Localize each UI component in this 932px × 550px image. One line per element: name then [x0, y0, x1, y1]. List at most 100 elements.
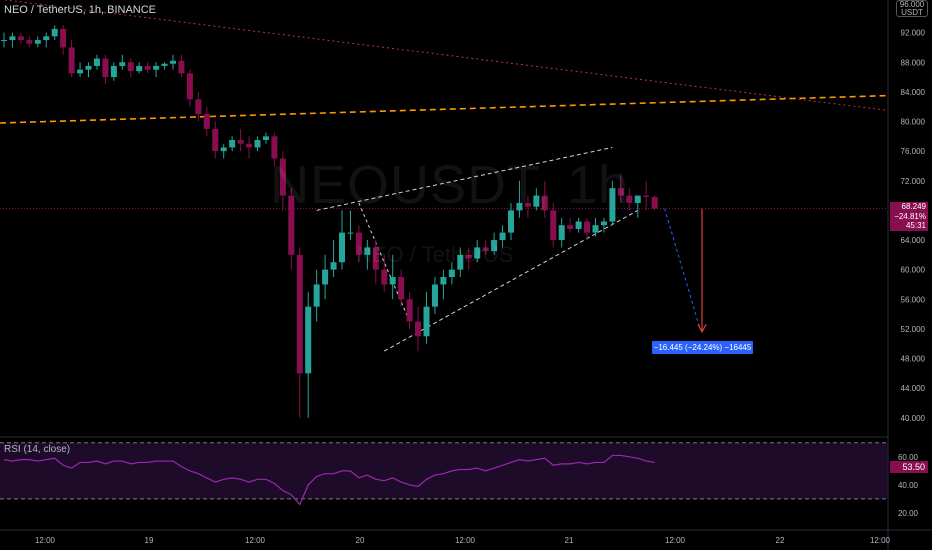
candle-body: [127, 62, 134, 72]
candle-body: [634, 195, 641, 203]
candle-body: [322, 269, 329, 285]
time-tick: 20: [356, 536, 365, 545]
candle-body: [347, 232, 354, 234]
candle-body: [93, 58, 100, 66]
time-tick: 12:00: [665, 536, 686, 545]
price-tick: 48.000: [901, 355, 926, 364]
price-tick: 64.000: [901, 236, 926, 245]
wedge-upper-line: [316, 146, 613, 211]
candle-body: [457, 254, 464, 270]
candle-body: [381, 269, 388, 285]
candle-body: [474, 247, 481, 259]
candle-body: [406, 299, 413, 322]
candle-body: [491, 240, 498, 252]
candle-body: [567, 225, 574, 229]
candle-body: [60, 28, 67, 48]
candle-body: [313, 284, 320, 307]
candle-body: [153, 65, 160, 70]
price-tick: 88.000: [901, 58, 926, 67]
last-price-label: 68.249 −24.81% 45:31: [890, 202, 928, 231]
candle-body: [170, 60, 176, 64]
candle-body: [43, 36, 50, 41]
candle-body: [643, 195, 650, 198]
price-tick: 56.000: [901, 295, 926, 304]
symbol-watermark: NEOUSDT, 1h: [270, 155, 630, 215]
fib-line: [0, 94, 889, 124]
price-tick: 80.000: [901, 118, 926, 127]
time-tick: 12:00: [455, 536, 476, 545]
candle-body: [617, 188, 624, 196]
candle-body: [355, 232, 362, 255]
rsi-line: [3, 454, 655, 506]
candle-body: [220, 147, 227, 152]
candle-body: [237, 140, 244, 144]
candle-body: [448, 269, 455, 278]
currency-badge[interactable]: 96.000 USDT: [896, 0, 928, 17]
rsi-title: RSI (14, close): [4, 444, 71, 455]
candle-body: [34, 40, 41, 44]
downtrend-line: [1, 0, 889, 111]
projection-label: −16.445 (−24.24%) −16445: [652, 341, 753, 354]
candle-body: [178, 60, 185, 74]
candle-body: [626, 195, 633, 203]
candle-body: [440, 277, 447, 285]
candle-body: [85, 65, 92, 70]
candle-body: [465, 254, 472, 259]
candle-body: [279, 158, 286, 196]
candle-body: [119, 62, 126, 66]
candle-body: [575, 221, 582, 229]
time-tick: 12:00: [245, 536, 266, 545]
rsi-tick: 20.00: [898, 509, 919, 518]
candle-body: [398, 277, 405, 300]
price-tick: 76.000: [901, 147, 926, 156]
candle-body: [305, 306, 312, 374]
candle-body: [415, 321, 422, 337]
rsi-tick: 40.00: [898, 481, 919, 490]
candle-body: [592, 225, 599, 233]
candle-body: [17, 36, 24, 41]
candle-body: [550, 210, 557, 241]
candle-body: [499, 232, 506, 241]
candle-body: [541, 195, 548, 211]
rsi-value-label: 53.50: [890, 461, 928, 473]
candle-body: [288, 195, 295, 255]
candle-body: [262, 136, 269, 141]
time-tick: 19: [145, 536, 154, 545]
candle-body: [482, 247, 489, 252]
projection-path: [664, 208, 701, 330]
candle-body: [600, 221, 607, 226]
chart-title: NEO / TetherUS, 1h, BINANCE: [4, 4, 157, 16]
candle-body: [110, 65, 117, 78]
candle-body: [533, 195, 540, 207]
candle-body: [26, 40, 33, 44]
candle-body: [246, 143, 253, 148]
candle-body: [195, 99, 202, 115]
candle-body: [364, 247, 371, 255]
candle-body: [1, 40, 7, 42]
price-tick: 60.000: [901, 266, 926, 275]
candle-body: [296, 254, 303, 374]
candle-body: [212, 128, 219, 152]
candle-body: [9, 36, 16, 41]
price-tick: 52.000: [901, 325, 926, 334]
candle-body: [254, 140, 261, 148]
candle-body: [77, 69, 84, 74]
price-change: −24.81%: [894, 211, 926, 221]
candle-body: [229, 140, 236, 148]
time-tick: 12:00: [870, 536, 891, 545]
candle-body: [68, 47, 75, 74]
candle-body: [584, 221, 591, 233]
price-tick: 72.000: [901, 177, 926, 186]
candle-body: [330, 262, 337, 270]
candle-body: [271, 136, 278, 159]
candle-body: [651, 197, 658, 209]
price-tick: 84.000: [901, 88, 926, 97]
candle-body: [144, 65, 151, 70]
currency-unit: USDT: [901, 8, 923, 17]
candle-body: [431, 284, 438, 307]
name-watermark: NEO / TetherUS: [356, 242, 514, 267]
price-tick: 40.000: [901, 414, 926, 423]
projection-arrow-head: [697, 324, 707, 334]
candle-body: [339, 232, 345, 263]
